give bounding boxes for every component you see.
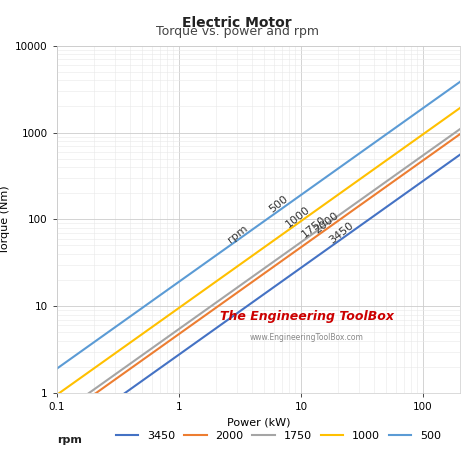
1000 — [447, 112, 453, 118]
3450 — [246, 303, 251, 308]
500 — [447, 86, 453, 91]
1750 — [54, 413, 60, 419]
3450 — [294, 268, 300, 274]
Legend: 3450, 2000, 1750, 1000, 500: 3450, 2000, 1750, 1000, 500 — [116, 431, 441, 441]
1750 — [248, 275, 254, 281]
2000 — [54, 418, 60, 424]
Text: 1750: 1750 — [300, 214, 328, 239]
500 — [54, 366, 60, 372]
2000 — [447, 138, 453, 144]
Text: 1000: 1000 — [284, 205, 312, 230]
1000 — [54, 392, 60, 398]
Text: Torque vs. power and rpm: Torque vs. power and rpm — [155, 25, 319, 38]
500 — [272, 211, 278, 216]
1750 — [294, 243, 300, 248]
1000 — [248, 254, 254, 260]
3450 — [447, 159, 453, 165]
2000 — [246, 282, 251, 287]
Text: The Engineering ToolBox: The Engineering ToolBox — [219, 310, 394, 323]
3450 — [457, 152, 463, 158]
3450 — [54, 439, 60, 444]
1000 — [384, 157, 390, 163]
Line: 3450: 3450 — [57, 155, 460, 441]
Text: 500: 500 — [268, 194, 290, 215]
Text: rpm: rpm — [57, 435, 82, 445]
500 — [246, 230, 251, 235]
3450 — [248, 301, 254, 306]
Y-axis label: Torque (Nm): Torque (Nm) — [0, 185, 9, 254]
1000 — [457, 106, 463, 111]
2000 — [384, 183, 390, 189]
500 — [248, 228, 254, 234]
Text: rpm: rpm — [226, 223, 250, 245]
Text: 2000: 2000 — [312, 211, 340, 236]
X-axis label: Power (kW): Power (kW) — [227, 418, 290, 428]
1000 — [294, 222, 300, 227]
3450 — [272, 284, 278, 289]
3450 — [384, 204, 390, 209]
Text: www.EngineeringToolBox.com: www.EngineeringToolBox.com — [250, 333, 364, 342]
500 — [457, 79, 463, 85]
Text: Electric Motor: Electric Motor — [182, 16, 292, 30]
2000 — [457, 132, 463, 137]
Line: 500: 500 — [57, 82, 460, 369]
1750 — [457, 127, 463, 132]
500 — [294, 195, 300, 201]
Line: 2000: 2000 — [57, 134, 460, 421]
Line: 1000: 1000 — [57, 108, 460, 395]
2000 — [272, 263, 278, 269]
500 — [384, 131, 390, 137]
Text: 3450: 3450 — [327, 221, 355, 246]
Line: 1750: 1750 — [57, 129, 460, 416]
1750 — [272, 258, 278, 264]
1750 — [246, 277, 251, 282]
1750 — [447, 133, 453, 139]
1750 — [384, 178, 390, 184]
2000 — [294, 248, 300, 253]
2000 — [248, 280, 254, 286]
1000 — [272, 237, 278, 242]
1000 — [246, 256, 251, 261]
